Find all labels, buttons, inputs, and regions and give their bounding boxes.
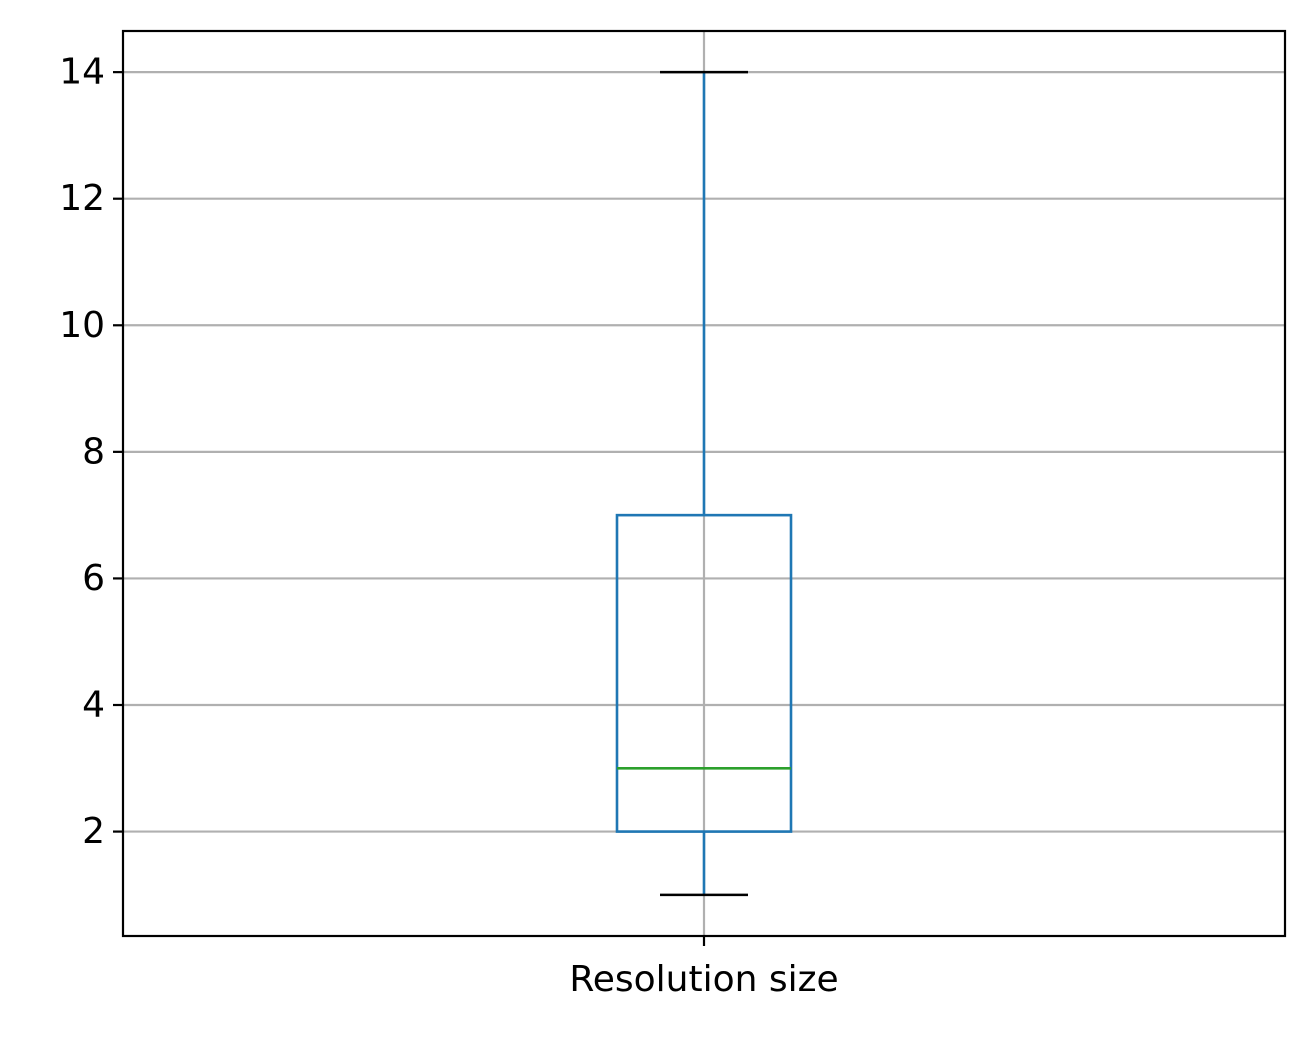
- box-layer: [615, 70, 793, 897]
- y-tick-label: 4: [82, 685, 105, 726]
- y-tick-label: 8: [82, 431, 105, 472]
- axis-layer: 2 4 6 8 10 12 14 Resolution size: [59, 52, 838, 1000]
- x-tick-label: Resolution size: [569, 959, 838, 1000]
- y-tick-label: 6: [82, 558, 105, 599]
- y-tick-label: 12: [59, 178, 105, 219]
- y-tick-label: 14: [59, 52, 105, 93]
- y-tick-label: 10: [59, 305, 105, 346]
- box-group: [615, 70, 793, 897]
- iqr-box: [615, 513, 793, 833]
- plot-frame: [121, 29, 1287, 938]
- y-tick-label: 2: [82, 811, 105, 852]
